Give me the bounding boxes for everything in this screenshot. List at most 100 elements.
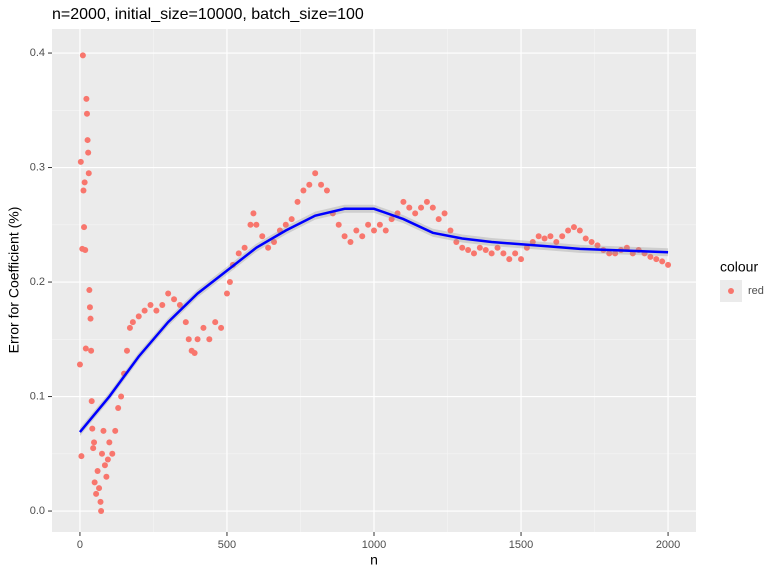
x-tick-label: 0: [77, 539, 83, 551]
y-tick-label: 0.0: [30, 505, 45, 517]
point: [365, 221, 372, 228]
point: [500, 250, 507, 257]
point: [576, 227, 583, 234]
point: [588, 238, 595, 245]
point: [90, 445, 97, 452]
point: [306, 181, 313, 188]
point: [86, 287, 93, 294]
point: [212, 319, 219, 326]
point: [300, 187, 307, 194]
point: [612, 250, 619, 257]
point: [206, 336, 213, 343]
point: [371, 227, 377, 234]
point: [78, 453, 85, 460]
point: [565, 227, 572, 234]
point: [141, 307, 148, 314]
x-tick-label: 2000: [656, 539, 680, 551]
point: [250, 210, 257, 217]
point: [429, 204, 436, 211]
point: [109, 450, 116, 457]
point: [653, 256, 660, 263]
point: [470, 250, 477, 257]
point: [312, 170, 319, 177]
point: [226, 279, 233, 286]
y-axis-title: Error for Coefficient (%): [6, 207, 22, 354]
point: [529, 238, 536, 245]
point: [518, 256, 525, 263]
point: [241, 244, 248, 251]
point: [647, 253, 654, 260]
point: [418, 204, 425, 211]
point: [559, 233, 566, 240]
point: [388, 216, 395, 223]
point: [465, 246, 472, 253]
point: [288, 216, 295, 223]
point: [194, 336, 201, 343]
point: [176, 301, 183, 308]
point: [447, 227, 454, 234]
point: [76, 361, 83, 368]
point: [165, 290, 172, 297]
legend-marker: [728, 288, 734, 294]
point: [535, 233, 542, 240]
point: [81, 179, 88, 186]
point: [235, 250, 242, 257]
point: [506, 256, 513, 263]
point: [171, 296, 178, 303]
y-tick-label: 0.1: [30, 390, 45, 402]
point: [80, 187, 87, 194]
point: [459, 244, 466, 251]
y-tick-label: 0.2: [30, 276, 45, 288]
point: [347, 238, 354, 245]
point: [87, 315, 94, 322]
point: [223, 290, 230, 297]
point: [335, 221, 342, 228]
x-axis-title: n: [370, 552, 378, 568]
point: [103, 473, 110, 480]
x-tick-label: 1000: [362, 539, 386, 551]
x-tick-label: 500: [218, 539, 236, 551]
point: [89, 425, 96, 432]
point: [259, 233, 266, 240]
point: [85, 149, 92, 156]
point: [84, 137, 91, 144]
point: [247, 221, 254, 228]
point: [665, 261, 672, 268]
point: [104, 456, 111, 463]
point: [101, 462, 108, 469]
point: [271, 238, 278, 245]
point: [353, 227, 360, 234]
point: [96, 485, 103, 492]
point: [659, 258, 666, 265]
point: [253, 221, 260, 228]
point: [86, 304, 93, 311]
point: [98, 508, 105, 515]
smooth-line: [78, 207, 669, 433]
point: [488, 250, 495, 257]
point: [453, 238, 460, 245]
point: [91, 439, 98, 446]
point: [118, 393, 125, 400]
point: [494, 244, 501, 251]
point: [476, 244, 483, 251]
point: [294, 198, 301, 205]
point: [100, 427, 107, 434]
point: [98, 450, 105, 457]
point: [423, 198, 430, 205]
point: [323, 187, 330, 194]
point: [97, 498, 104, 505]
point: [553, 238, 560, 245]
point: [265, 244, 272, 251]
point: [182, 319, 189, 326]
y-tick-label: 0.4: [30, 47, 45, 59]
point: [435, 216, 442, 223]
point: [382, 227, 389, 234]
point: [318, 181, 325, 188]
point: [77, 158, 84, 165]
chart-title: n=2000, initial_size=10000, batch_size=1…: [52, 6, 364, 23]
legend-label: red: [748, 285, 764, 297]
point: [582, 235, 589, 242]
point: [606, 250, 613, 257]
point: [191, 350, 198, 357]
point: [115, 404, 122, 411]
